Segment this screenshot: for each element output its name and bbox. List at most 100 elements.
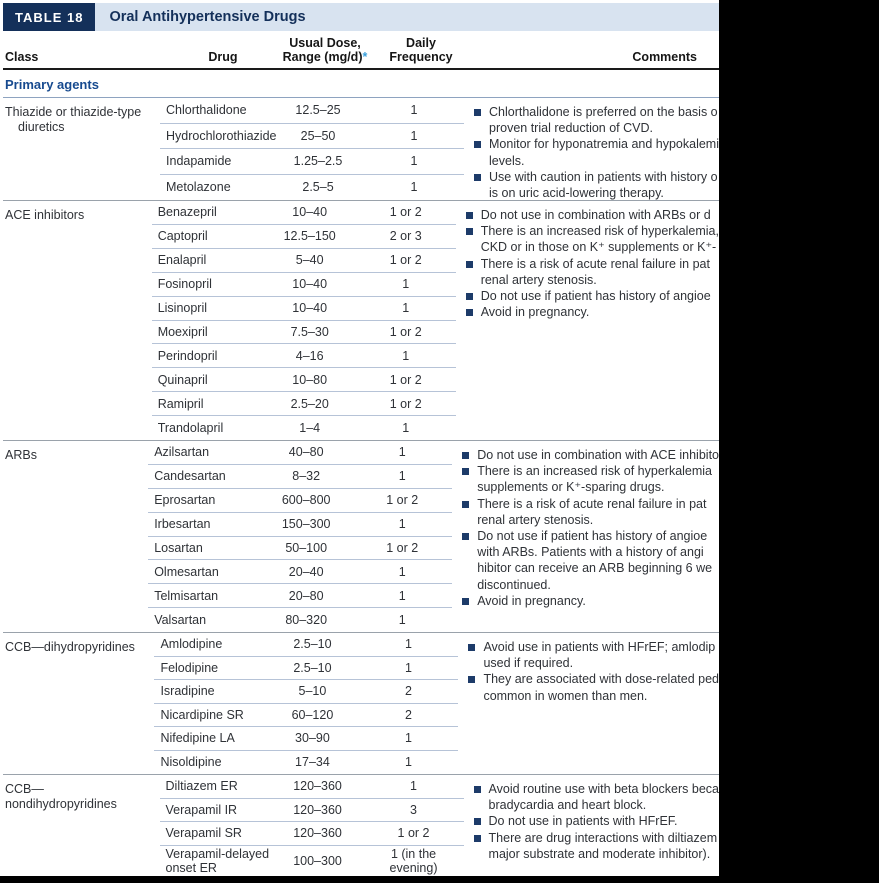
comment-line: major substrate and moderate inhibitor). [488,846,711,861]
dose-cell: 5–10 [298,684,327,699]
table-row: Telmisartan 20–80 1 [148,584,453,609]
drug-name-cell: Nifedipine LA [154,731,266,745]
comment-text: Do not use in combination with ARBs or d [481,207,711,223]
drug-class-section: ARBs Azilsartan 40–80 1 Candesartan 8–32 1 Epro… [3,440,719,632]
dose-cell: 2.5–10 [293,660,332,675]
drug-class-line: Thiazide or thiazide-type [5,105,142,119]
frequency-line: 1 [398,445,406,460]
bullet-square-icon [462,597,470,605]
dose-cell: 10–40 [292,301,328,316]
table-content: TABLE 18 Oral Antihypertensive Drugs Cla… [3,3,719,878]
drug-name-cell: Verapamil-delayed onset ER [160,847,272,875]
dose-cell: 7.5–30 [290,324,329,339]
dose-cell: 2.5–20 [290,396,329,411]
comment-text: Chlorthalidone is preferred on the basis… [489,104,718,136]
drug-name-cell: Enalapril [152,253,264,267]
drug-class-label: Thiazide or thiazide-type diuretics [3,98,160,200]
bullet-square-icon [465,309,473,317]
comment-line: They are associated with dose-related pe… [483,672,719,687]
frequency-line: 1 or 2 [389,324,422,339]
dose-cell: 2.5–10 [293,637,332,652]
bullet-square-icon [465,260,473,268]
comments-cell: Chlorthalidone is preferred on the basis… [464,98,719,200]
drug-name-line: Nisoldipine [160,755,222,770]
dose-cell: 5–40 [295,253,324,268]
drug-name-line: onset ER [165,861,217,876]
bullet-square-icon [474,109,482,116]
comment-line: There is an increased risk of hyperkalem… [477,464,713,479]
comments-cell: Avoid routine use with beta blockers bec… [464,775,719,877]
bullet-square-icon [468,676,476,684]
table-row: Metolazone 2.5–5 1 [160,175,464,201]
frequency-cell: 1 or 2 [356,325,456,339]
dose-cell: 30–90 [295,731,330,746]
comment-bullet: Avoid in pregnancy. [462,593,719,609]
frequency-cell: 1 or 2 [356,253,456,267]
right-crop-black-area [719,0,879,883]
bullet-square-icon [465,228,473,236]
frequency-line: 1 or 2 [386,493,419,508]
comment-text: Monitor for hyponatremia and hypokalemi l… [489,136,719,168]
drug-name-line: Chlorthalidone [166,103,247,118]
bullet-square-icon [473,786,481,793]
bullet-square-icon [473,834,481,842]
drug-class-line: ARBs [5,448,37,462]
frequency-line: 1 [404,731,412,746]
table-title: Oral Antihypertensive Drugs [109,9,306,25]
dose-cell: 10–80 [292,372,328,387]
dose-cell: 4–16 [295,348,324,363]
comment-bullet: Use with caution in patients with histor… [474,169,719,201]
comment-bullet: Chlorthalidone is preferred on the basis… [474,104,719,136]
drug-rows: Benazepril 10–40 1 or 2 Captopril 12.5–150 2 … [151,201,456,440]
bullet-square-icon [474,141,482,149]
bullet-square-icon [465,212,473,219]
frequency-line: 2 [404,707,412,722]
drug-name-line: Hydrochlorothiazide [166,128,277,143]
table-row: Verapamil-delayed onset ER 100–300 1 (in th… [160,846,464,877]
table-row: Eprosartan 600–800 1 or 2 [148,489,453,513]
frequency-line: 1 [410,103,418,118]
drug-name-cell: Hydrochlorothiazide [160,128,277,143]
drug-name-line: Benazepril [157,205,217,220]
frequency-cell: 1 [352,517,452,531]
comment-bullet: Do not use if patient has history of ang… [465,288,719,304]
comment-bullet: There is an increased risk of hyperkalem… [465,223,719,255]
drug-name-line: Losartan [154,540,203,555]
drug-class-line: CCB—nondihydropyridines [5,782,117,811]
drug-name-cell: Nicardipine SR [154,708,266,722]
frequency-cell: 1 [352,589,452,603]
drug-name-cell: Eprosartan [148,493,260,507]
frequency-line: 1 or 2 [389,396,422,411]
drug-name-line: Fosinopril [157,277,212,292]
frequency-cell: 1 [364,129,464,143]
table-number-badge: TABLE 18 [3,3,96,31]
drug-name-line: Azilsartan [154,445,210,460]
column-header-drug: Drug [208,50,238,64]
frequency-line: 1 or 2 [397,826,430,841]
drug-name-cell: Moexipril [152,325,264,339]
frequency-cell: 1 [356,277,456,291]
dose-cell: 12.5–25 [295,103,341,118]
frequency-line: 1 [398,564,406,579]
comment-line: used if required. [483,656,574,671]
table-row: Isradipine 5–10 2 [154,680,459,704]
table-row: Hydrochlorothiazide 25–50 1 [160,124,465,149]
dose-cell: 25–50 [300,128,336,143]
comment-line: common in women than men. [483,688,648,703]
drug-name-cell: Chlorthalidone [160,103,272,117]
table-row: Irbesartan 150–300 1 [148,513,453,537]
frequency-cell: 1 (in the evening) [364,847,464,875]
table-row: Verapamil IR 120–360 3 [159,799,464,823]
drug-class-label: CCB—dihydropyridines [3,633,154,774]
comment-bullet: Do not use if patient has history of ang… [462,528,719,593]
dose-cell: 40–80 [288,445,324,460]
dose-cell: 10–40 [292,205,328,220]
frequency-cell: 1 or 2 [352,541,452,555]
drug-name-line: Lisinopril [157,301,208,316]
table-row: Indapamide 1.25–2.5 1 [160,149,465,175]
dose-cell: 80–320 [285,613,328,628]
drug-name-line: Amlodipine [160,637,223,652]
drug-name-cell: Benazepril [152,205,264,219]
frequency-line: 2 [404,684,412,699]
